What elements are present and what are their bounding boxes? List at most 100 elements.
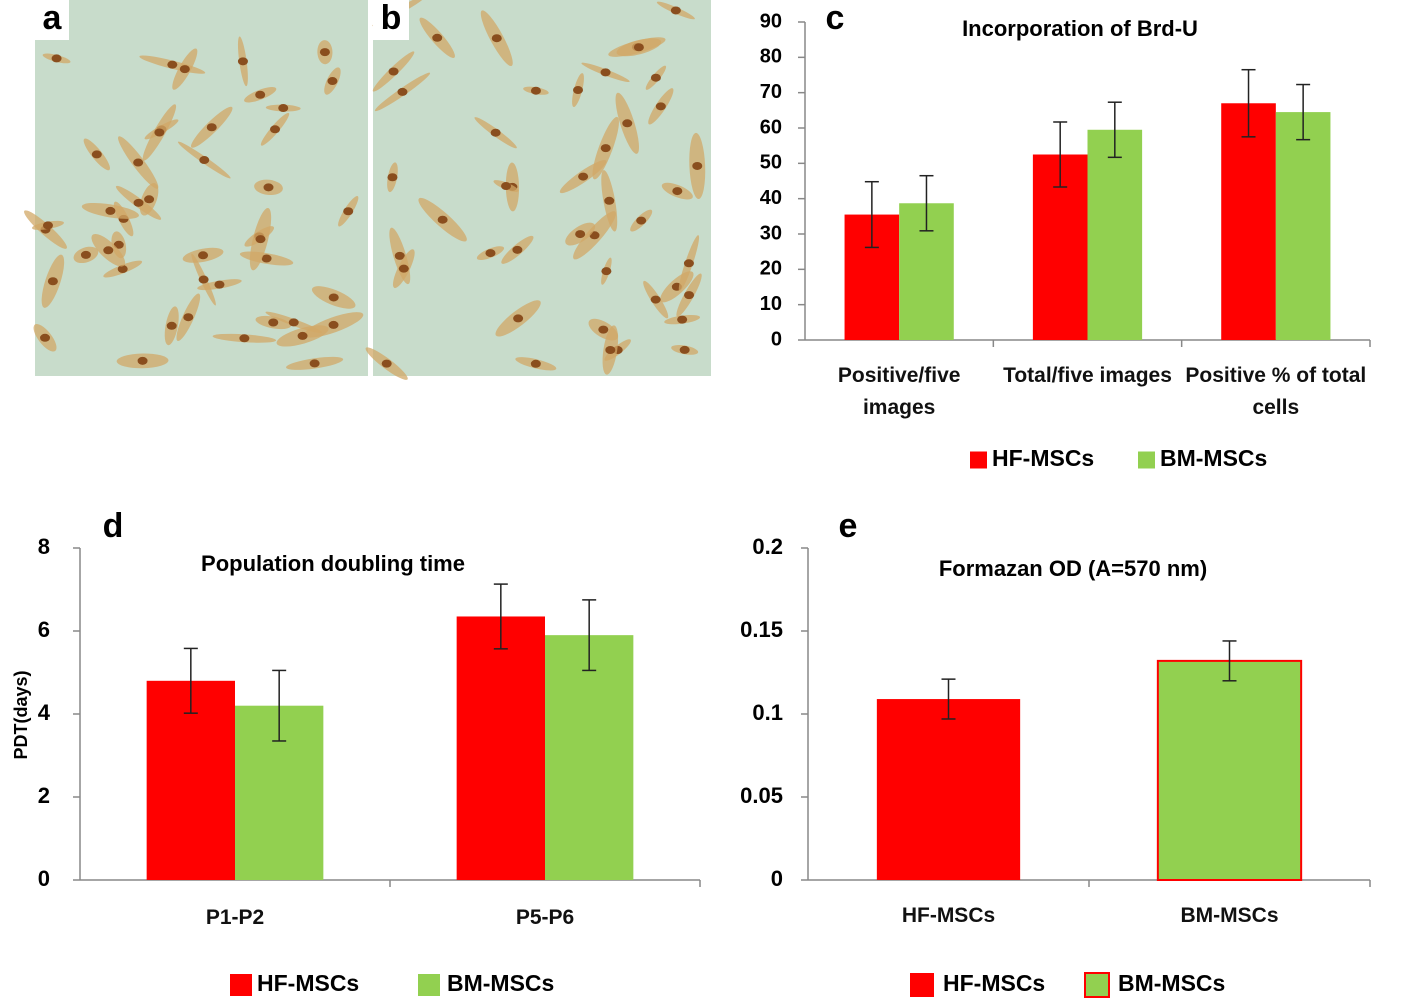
y-tick-label: 40 xyxy=(760,187,782,209)
cell-nucleus xyxy=(133,198,144,207)
legend-label: BM-MSCs xyxy=(1118,970,1225,996)
bar xyxy=(456,616,545,880)
cell-nucleus xyxy=(670,6,681,15)
cell-nucleus xyxy=(601,267,612,276)
cell-nucleus xyxy=(692,161,703,170)
y-tick-label: 0.15 xyxy=(740,617,783,642)
micrograph-b xyxy=(373,0,711,376)
y-tick-label: 0 xyxy=(38,866,50,891)
cell-nucleus xyxy=(80,250,91,259)
legend-swatch xyxy=(1084,972,1110,998)
panel-label: e xyxy=(839,507,858,545)
y-tick-label: 0.2 xyxy=(752,534,783,559)
panel-label-bg xyxy=(35,0,69,40)
legend-swatch xyxy=(418,974,440,996)
cell-nucleus xyxy=(117,265,128,274)
cell-nucleus xyxy=(512,245,523,254)
bar xyxy=(876,699,1021,880)
cell-nucleus xyxy=(327,77,338,86)
x-tick-label: HF-MSCs xyxy=(901,904,996,927)
cell-nucleus xyxy=(398,264,409,273)
cell-nucleus xyxy=(636,216,647,225)
bar xyxy=(1221,103,1276,341)
bar xyxy=(146,680,235,880)
cell-nucleus xyxy=(51,54,62,63)
cell-nucleus xyxy=(40,333,51,342)
legend-swatch xyxy=(970,451,987,469)
panel-label: c xyxy=(826,0,845,37)
cell-nucleus xyxy=(255,90,266,99)
cell-nucleus xyxy=(437,215,448,224)
panel-label-bg xyxy=(373,0,409,40)
cell-nucleus xyxy=(278,104,289,113)
y-axis-label: PDT(days) xyxy=(11,670,31,759)
bar xyxy=(1156,659,1303,881)
x-tick-label: P5-P6 xyxy=(515,906,575,929)
cell-nucleus xyxy=(598,325,609,334)
chart-title: Incorporation of Brd-U xyxy=(962,16,1198,41)
x-tick-label: Total/five images xyxy=(1003,364,1172,387)
x-tick-label-box: P5-P6 xyxy=(515,906,575,929)
y-tick-label: 10 xyxy=(760,293,782,315)
cell-nucleus xyxy=(513,314,524,323)
cell-nucleus xyxy=(198,275,209,284)
cell-nucleus xyxy=(605,345,616,354)
cell-nucleus xyxy=(206,123,217,132)
cell-nucleus xyxy=(397,87,408,96)
legend-swatch xyxy=(1138,451,1155,469)
panel-label: d xyxy=(103,507,124,545)
cell-nucleus xyxy=(297,331,308,340)
cell-nucleus xyxy=(490,128,501,137)
cell-nucleus xyxy=(255,235,266,244)
cell-nucleus xyxy=(633,43,644,52)
cell-nucleus xyxy=(343,207,354,216)
cell-nucleus xyxy=(288,318,299,327)
y-tick-label: 6 xyxy=(38,617,50,642)
cell-nucleus xyxy=(485,249,496,258)
micrographs xyxy=(24,0,711,380)
legend-label: BM-MSCs xyxy=(447,970,554,996)
cell-nucleus xyxy=(103,246,114,255)
cell-nucleus xyxy=(394,251,405,260)
y-tick-label: 8 xyxy=(38,534,50,559)
y-tick-label: 70 xyxy=(760,81,782,103)
cell-nucleus xyxy=(198,251,209,260)
cell-nucleus xyxy=(650,73,661,82)
cell-nucleus xyxy=(270,125,281,134)
cell-nucleus xyxy=(42,221,53,230)
y-tick-label: 60 xyxy=(760,116,782,138)
cell-nucleus xyxy=(672,187,683,196)
cell-nucleus xyxy=(328,320,339,329)
cell-nucleus xyxy=(578,172,589,181)
cell-nucleus xyxy=(167,60,178,69)
cell-nucleus xyxy=(432,33,443,42)
bar xyxy=(1087,129,1143,340)
cell-nucleus xyxy=(268,318,279,327)
x-tick-label-box: BM-MSCs xyxy=(1181,904,1279,927)
cell-nucleus xyxy=(677,315,688,324)
y-tick-label: 0.1 xyxy=(752,700,783,725)
x-tick-label: Positive % of total cells xyxy=(1185,364,1367,419)
y-tick-label: 50 xyxy=(760,152,782,174)
y-tick-label: 2 xyxy=(38,783,50,808)
legend-swatch xyxy=(230,974,252,996)
cell-nucleus xyxy=(387,173,398,182)
cell-nucleus xyxy=(600,144,611,153)
cell-nucleus xyxy=(214,280,225,289)
bar xyxy=(1275,112,1331,340)
y-tick-label: 90 xyxy=(760,10,782,32)
cell-nucleus xyxy=(530,359,541,368)
panel-label: a xyxy=(43,0,63,37)
x-tick-label-box: P1-P2 xyxy=(206,906,264,929)
cell-nucleus xyxy=(144,195,155,204)
cell-nucleus xyxy=(573,86,584,95)
y-tick-label: 0 xyxy=(771,866,783,891)
cell-nucleus xyxy=(600,68,611,77)
cell-nucleus xyxy=(319,48,330,57)
cell-nucleus xyxy=(679,345,690,354)
cell-nucleus xyxy=(263,183,274,192)
cell-nucleus xyxy=(388,67,399,76)
micrograph-a xyxy=(35,0,368,376)
